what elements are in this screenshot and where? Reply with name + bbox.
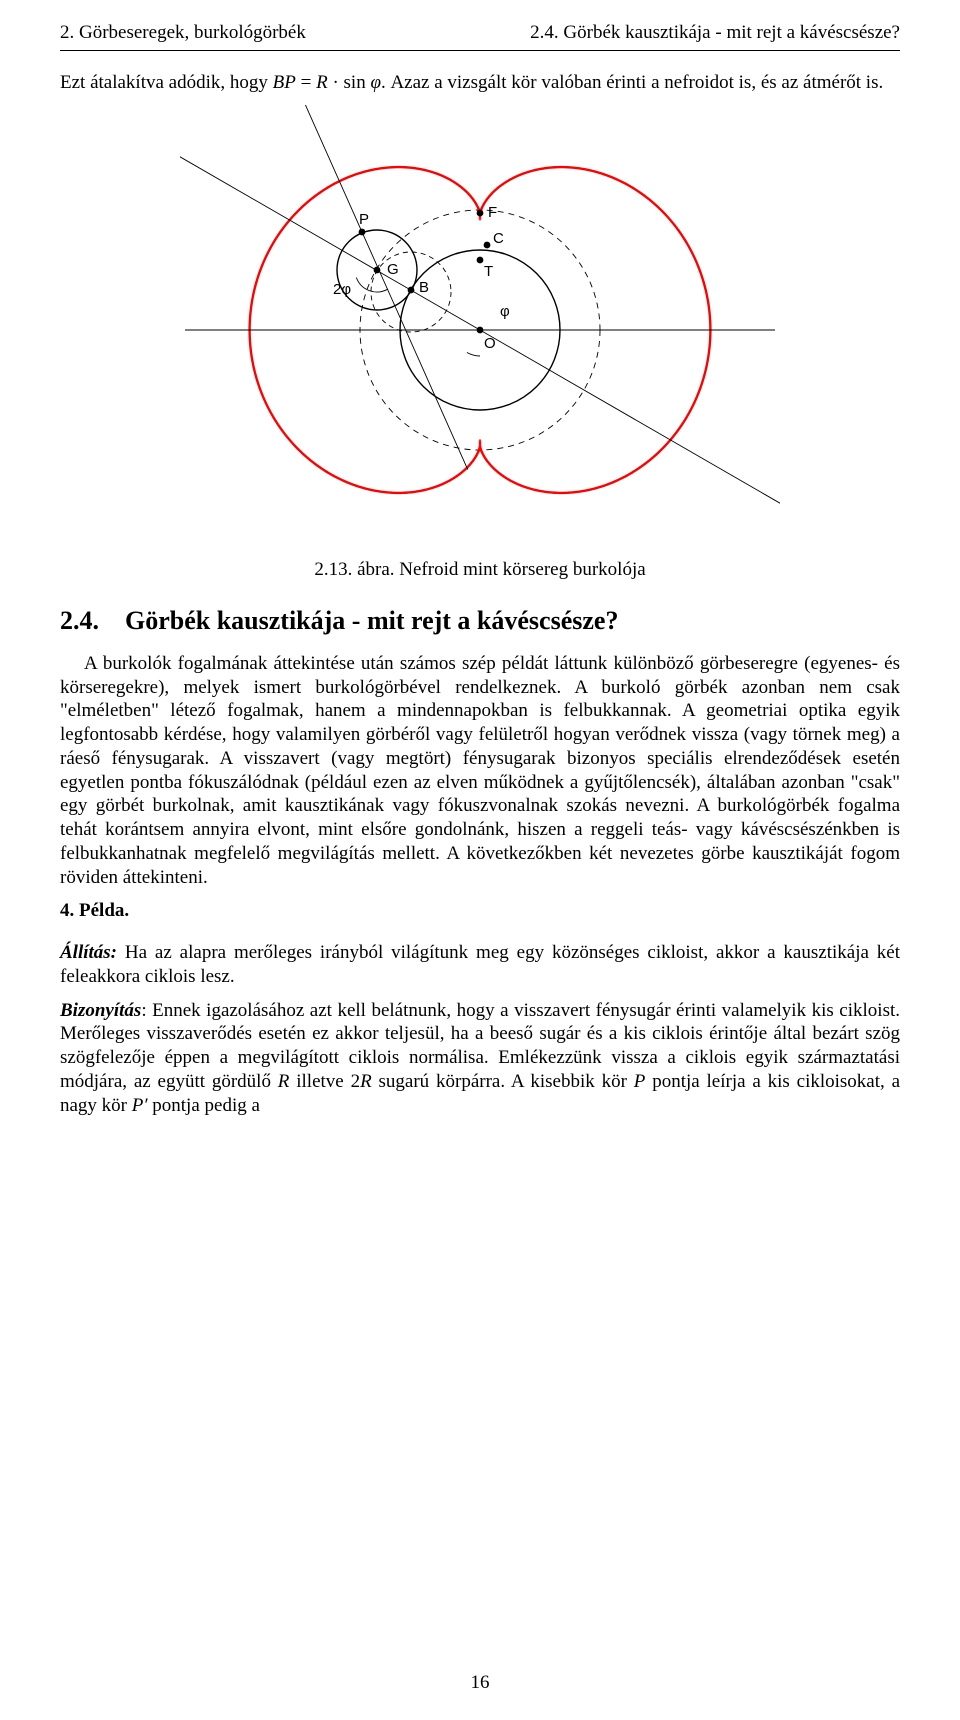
biz-text-3: sugarú körpárra. A kisebbik kör — [372, 1071, 634, 1092]
allitas-paragraph: Állítás: Ha az alapra merőleges irányból… — [60, 941, 900, 989]
biz-label: Bizonyítás — [60, 1000, 141, 1021]
svg-text:P: P — [359, 211, 369, 228]
figure-caption: 2.13. ábra. Nefroid mint körsereg burkol… — [60, 558, 900, 582]
biz-R: R — [278, 1071, 290, 1092]
body: Ezt átalakítva adódik, hogy BP = R · sin… — [60, 71, 900, 1117]
math-phi: φ — [370, 72, 381, 93]
section-heading: 2.4. Görbék kausztikája - mit rejt a káv… — [60, 605, 900, 638]
page: 2. Görbeseregek, burkológörbék 2.4. Görb… — [0, 0, 960, 1720]
nephroid-diagram: P G 2φ B FCTφO — [180, 105, 780, 545]
biz-text-5: pontja pedig a — [148, 1095, 260, 1116]
intro-paragraph: Ezt átalakítva adódik, hogy BP = R · sin… — [60, 71, 900, 95]
page-number: 16 — [0, 1672, 960, 1694]
biz-text-2: illetve — [289, 1071, 350, 1092]
paragraph-1: A burkolók fogalmának áttekintése után s… — [60, 652, 900, 890]
math-R: R — [316, 72, 328, 93]
section-title: Görbék kausztikája - mit rejt a kávéscsé… — [125, 606, 618, 635]
example-4: 4. Példa. — [60, 899, 900, 923]
header-left: 2. Görbeseregek, burkológörbék — [60, 22, 306, 44]
section-number: 2.4. — [60, 606, 99, 635]
intro-prefix: Ezt átalakítva adódik, hogy — [60, 72, 273, 93]
allitas-label: Állítás: — [60, 942, 117, 963]
biz-Pprime: P′ — [132, 1095, 148, 1116]
biz-paragraph: Bizonyítás: Ennek igazolásához azt kell … — [60, 999, 900, 1118]
header-right: 2.4. Görbék kausztikája - mit rejt a káv… — [530, 22, 900, 44]
svg-text:C: C — [493, 230, 504, 247]
math-eq: = — [296, 72, 316, 93]
svg-text:O: O — [484, 335, 496, 352]
math-BP: BP — [273, 72, 296, 93]
biz-2R-num: 2 — [351, 1071, 361, 1092]
allitas-text: Ha az alapra merőleges irányból világítu… — [60, 942, 900, 987]
running-header: 2. Görbeseregek, burkológörbék 2.4. Görb… — [60, 22, 900, 44]
biz-2R-R: R — [360, 1071, 372, 1092]
example-label: 4. Példa. — [60, 900, 129, 921]
svg-text:B: B — [419, 279, 429, 296]
intro-suffix: . Azaz a vizsgált kör valóban érinti a n… — [381, 72, 883, 93]
svg-text:G: G — [387, 261, 399, 278]
math-dot: · sin — [328, 72, 371, 93]
svg-text:2φ: 2φ — [333, 281, 351, 298]
svg-text:F: F — [488, 204, 497, 221]
svg-text:φ: φ — [500, 303, 510, 320]
header-rule — [60, 50, 900, 51]
biz-P: P — [634, 1071, 646, 1092]
svg-text:T: T — [484, 263, 493, 280]
figure-2-13: P G 2φ B FCTφO 2.13. ábra. Nefroid mint körs… — [60, 105, 900, 582]
